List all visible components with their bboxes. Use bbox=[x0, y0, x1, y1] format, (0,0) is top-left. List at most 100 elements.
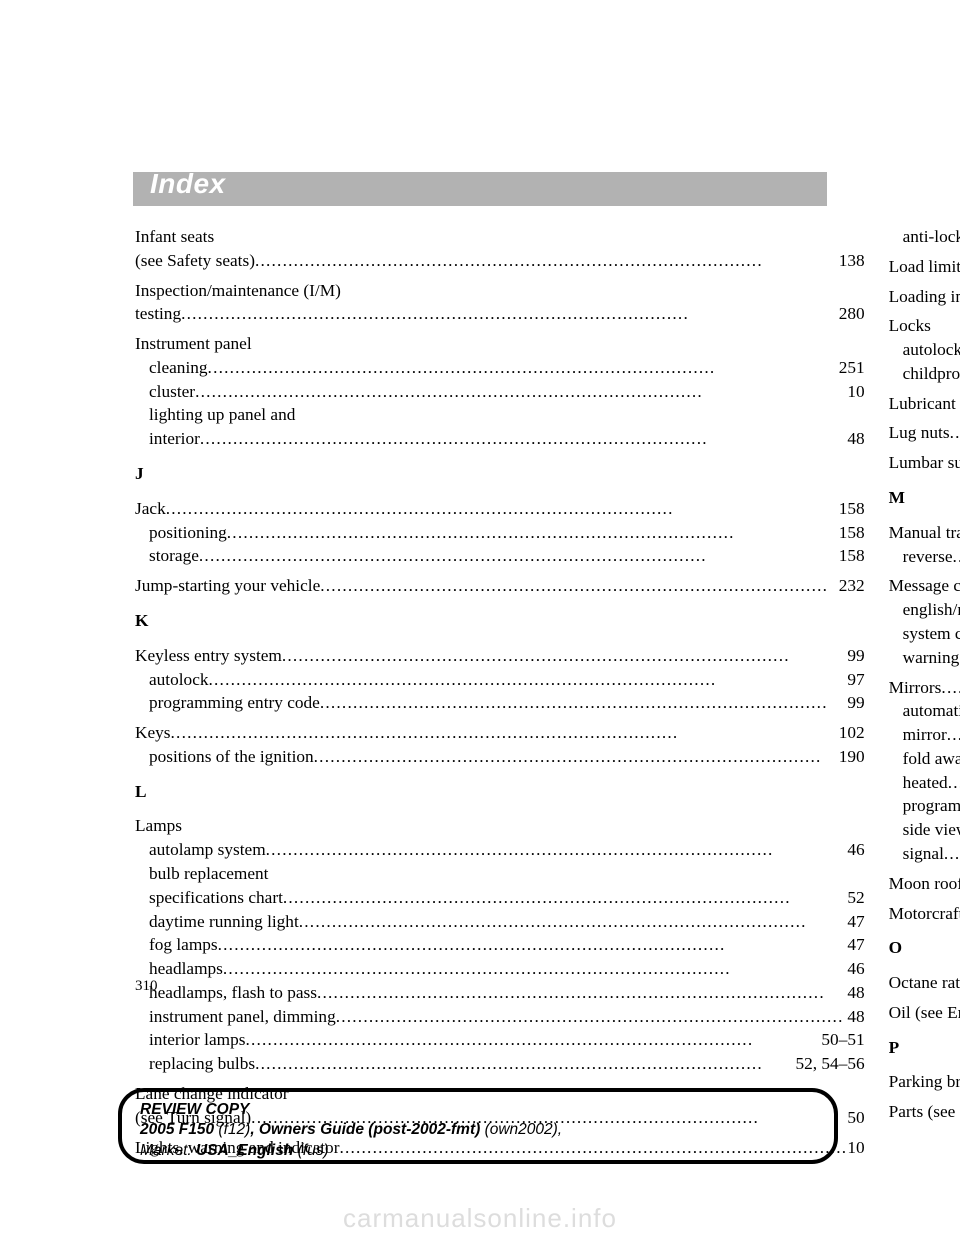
index-entry: autolamp system 46 bbox=[135, 839, 865, 861]
index-entry-plain: Locks bbox=[889, 315, 960, 337]
index-entry: signal 66 bbox=[889, 843, 960, 865]
index-entry: Message center 76 bbox=[889, 575, 960, 597]
index-entry: reverse 207 bbox=[889, 546, 960, 568]
index-entry: side view mirrors (power) 65 bbox=[889, 819, 960, 841]
index-entry-plain: Instrument panel bbox=[135, 333, 865, 355]
index-entry-page: 280 bbox=[839, 303, 865, 325]
index-entry-plain: Lamps bbox=[135, 815, 865, 837]
index-entry-label: Oil (see Engine oil) bbox=[889, 1002, 960, 1024]
index-entry: cleaning 251 bbox=[135, 357, 865, 379]
footer-text: 2005 F150 bbox=[140, 1121, 214, 1138]
index-entry-label: warning messages bbox=[903, 647, 960, 669]
index-entry: anti-lock brakes (ABS) 196 bbox=[889, 226, 960, 248]
index-entry-page: 48 bbox=[847, 1006, 864, 1028]
index-entry: fold away 67 bbox=[889, 748, 960, 770]
index-entry: specifications chart 52 bbox=[135, 887, 865, 909]
index-entry-plain: lighting up panel and bbox=[135, 404, 865, 426]
index-entry-label: heated bbox=[903, 772, 948, 794]
index-entry-label: Jump-starting your vehicle bbox=[135, 575, 320, 597]
index-entry-plain: Infant seats bbox=[135, 226, 865, 248]
index-entry: Jump-starting your vehicle 232 bbox=[135, 575, 865, 597]
index-entry-label: headlamps bbox=[149, 958, 223, 980]
leader-dots bbox=[200, 428, 847, 450]
index-entry: Lug nuts 164 bbox=[889, 422, 960, 444]
index-entry-label: Moon roof bbox=[889, 873, 960, 895]
index-entry-page: 102 bbox=[839, 722, 865, 744]
index-entry: Load limits 174 bbox=[889, 256, 960, 278]
leader-dots bbox=[218, 934, 848, 956]
index-entry-label: storage bbox=[149, 545, 199, 567]
leader-dots bbox=[336, 1006, 848, 1028]
index-entry-label: Lubricant specifications bbox=[889, 393, 960, 415]
index-entry-label: fog lamps bbox=[149, 934, 218, 956]
leader-dots bbox=[317, 982, 847, 1004]
index-entry-label: Load limits bbox=[889, 256, 960, 278]
leader-dots bbox=[320, 692, 847, 714]
footer-line2: 2005 F150 (f12), Owners Guide (post-2002… bbox=[140, 1120, 816, 1140]
index-entry-label: interior bbox=[149, 428, 200, 450]
leader-dots bbox=[282, 645, 847, 667]
watermark: carmanualsonline.info bbox=[0, 1203, 960, 1234]
footer-line1: REVIEW COPY bbox=[140, 1100, 816, 1120]
index-entry: autolock 97 bbox=[889, 339, 960, 361]
index-entry-page: 46 bbox=[847, 958, 864, 980]
index-entry-label: Octane rating bbox=[889, 972, 960, 994]
index-entry-label: anti-lock brakes (ABS) bbox=[903, 226, 960, 248]
index-entry: autolock 97 bbox=[135, 669, 865, 691]
index-entry: interior lamps 50–51 bbox=[135, 1029, 865, 1051]
index-entry: positions of the ignition 190 bbox=[135, 746, 865, 768]
index-entry-label: Motorcraft parts bbox=[889, 903, 960, 925]
page-number: 310 bbox=[135, 978, 158, 995]
index-entry: mirror 65 bbox=[889, 724, 960, 746]
index-entry-page: 158 bbox=[839, 498, 865, 520]
index-entry-label: cluster bbox=[149, 381, 195, 403]
index-entry: Octane rating 274 bbox=[889, 972, 960, 994]
index-entry: Keys 102 bbox=[135, 722, 865, 744]
leader-dots bbox=[181, 303, 839, 325]
index-entry-page: 47 bbox=[847, 911, 864, 933]
index-entry-page: 158 bbox=[839, 522, 865, 544]
leader-dots bbox=[266, 839, 848, 861]
index-entry-page: 251 bbox=[839, 357, 865, 379]
leader-dots bbox=[255, 1053, 795, 1075]
index-entry: interior 48 bbox=[135, 428, 865, 450]
index-entry-page: 48 bbox=[847, 982, 864, 1004]
index-entry-label: (see Safety seats) bbox=[135, 250, 255, 272]
index-entry-label: interior lamps bbox=[149, 1029, 245, 1051]
index-column-left: Infant seats(see Safety seats) 138Inspec… bbox=[135, 226, 865, 962]
leader-dots bbox=[320, 575, 838, 597]
leader-dots bbox=[953, 546, 960, 568]
index-entry: fog lamps 47 bbox=[135, 934, 865, 956]
index-entry: Mirrors 58, 65 bbox=[889, 677, 960, 699]
index-entry-page: 48 bbox=[847, 428, 864, 450]
index-entry: Parts (see Motorcraft parts) 290 bbox=[889, 1101, 960, 1123]
index-entry: Keyless entry system 99 bbox=[135, 645, 865, 667]
index-entry: Manual transmission 205 bbox=[889, 522, 960, 544]
index-entry-label: side view mirrors (power) bbox=[903, 819, 960, 841]
index-entry: programmable memory 93, 107 bbox=[889, 795, 960, 817]
index-column-right: anti-lock brakes (ABS) 196 Load limits 17… bbox=[889, 226, 960, 962]
index-entry: heated 66 bbox=[889, 772, 960, 794]
index-entry-label: positioning bbox=[149, 522, 227, 544]
index-entry-label: Lug nuts bbox=[889, 422, 950, 444]
index-entry-label: Keys bbox=[135, 722, 171, 744]
index-entry-page: 232 bbox=[839, 575, 865, 597]
page: Index Infant seats(see Safety seats) 138… bbox=[0, 0, 960, 1242]
footer-line3: Market: USA_English (fus) bbox=[140, 1141, 816, 1161]
index-entry: Oil (see Engine oil) 259 bbox=[889, 1002, 960, 1024]
index-entry-label: Parking brake bbox=[889, 1071, 960, 1093]
footer-text: , Owners Guide (post-2002-fmt) bbox=[250, 1121, 480, 1138]
index-entry-page: 99 bbox=[847, 645, 864, 667]
index-entry-label: testing bbox=[135, 303, 181, 325]
index-entry: Parking brake 197 bbox=[889, 1071, 960, 1093]
index-entry-page: 46 bbox=[847, 839, 864, 861]
leader-dots bbox=[314, 746, 839, 768]
leader-dots bbox=[947, 724, 960, 746]
index-entry: programming entry code 99 bbox=[135, 692, 865, 714]
index-entry: Loading instructions 179 bbox=[889, 286, 960, 308]
index-entry: testing 280 bbox=[135, 303, 865, 325]
index-entry: system check button 80 bbox=[889, 623, 960, 645]
leader-dots bbox=[299, 911, 848, 933]
leader-dots bbox=[208, 357, 839, 379]
index-entry: headlamps 46 bbox=[135, 958, 865, 980]
